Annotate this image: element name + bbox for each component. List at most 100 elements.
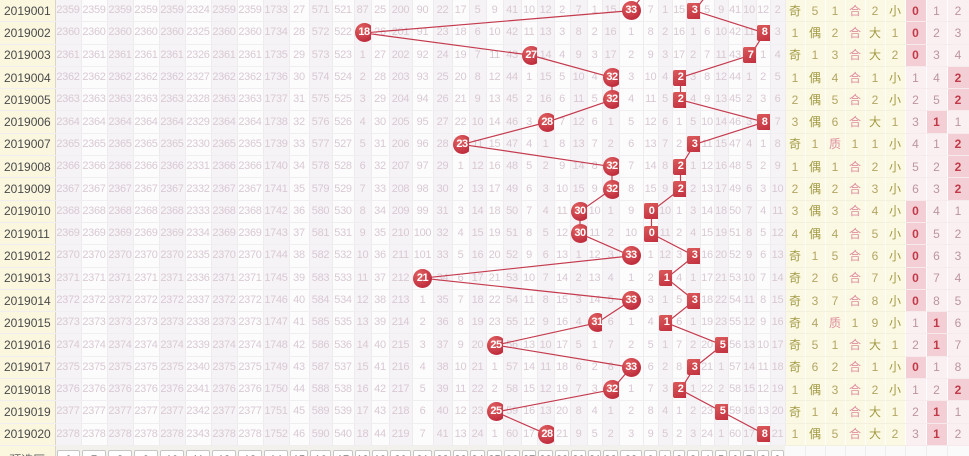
preselect-number[interactable]: 15 xyxy=(290,450,308,456)
miss-cell: 16 xyxy=(486,155,504,179)
preselect-number[interactable]: 12 xyxy=(212,450,236,456)
miss-cell: 15 xyxy=(521,378,538,402)
miss-cell: 13 xyxy=(486,88,504,112)
miss-cell: 54 xyxy=(728,289,743,313)
preselect-number[interactable]: 32 xyxy=(603,450,618,456)
preselect-number[interactable]: 16 xyxy=(310,450,331,456)
pattern-cell: 1 xyxy=(885,400,906,424)
miss-cell: 2359 xyxy=(133,0,160,23)
miss-cell: 2360 xyxy=(159,21,186,45)
preselect-number[interactable]: 26 xyxy=(504,450,520,456)
preselect-number[interactable]: 9 xyxy=(134,450,158,456)
miss-cell: 22 xyxy=(486,289,504,313)
pattern-cell: 合 xyxy=(845,200,866,223)
miss-cell: 2 xyxy=(742,88,757,112)
mod3-cell: 0 xyxy=(904,200,927,223)
miss-cell: 8 xyxy=(742,222,757,246)
preselect-number[interactable]: 25 xyxy=(487,450,502,456)
preselect-number[interactable]: 8 xyxy=(757,450,769,456)
miss-cell: 2361 xyxy=(237,44,264,67)
preselect-number[interactable]: 13 xyxy=(238,450,262,456)
miss-cell: 4 xyxy=(602,267,620,290)
miss-cell: 4 xyxy=(587,400,603,424)
preselect-number[interactable]: 7 xyxy=(743,450,755,456)
preselect-number[interactable]: 30 xyxy=(571,450,586,456)
preselect-number[interactable]: 2 xyxy=(673,450,685,456)
miss-cell: 2363 xyxy=(237,88,264,112)
preselect-number[interactable]: 24 xyxy=(470,450,485,456)
preselect-number[interactable]: 18 xyxy=(355,450,370,456)
pattern-cell: 2 xyxy=(865,88,886,112)
preselect-number[interactable]: 3 xyxy=(687,450,699,456)
preselect-number[interactable]: 33 xyxy=(620,450,642,456)
preselect-number[interactable]: 28 xyxy=(538,450,553,456)
preselect-number[interactable]: 4 xyxy=(701,450,713,456)
miss-cell: 2376 xyxy=(55,378,82,402)
preselect-number[interactable]: 27 xyxy=(522,450,536,456)
miss-cell: 14 xyxy=(486,110,504,134)
miss-cell: 12 xyxy=(469,155,487,179)
miss-cell: 2370 xyxy=(133,244,160,268)
preselect-number[interactable]: 20 xyxy=(390,450,411,456)
miss-cell: 23 xyxy=(469,400,487,424)
preselect-number[interactable]: 31 xyxy=(588,450,601,456)
miss-cell: 2367 xyxy=(159,177,186,201)
miss-cell: 10 xyxy=(521,267,538,290)
preselect-number[interactable]: 8 xyxy=(108,450,132,456)
miss-cell: 10 xyxy=(521,0,538,23)
pattern-value: 1 xyxy=(831,159,839,174)
miss-cell: 2361 xyxy=(81,44,108,67)
pattern-cell: 偶 xyxy=(805,88,826,112)
preselect-number[interactable]: 7 xyxy=(82,450,106,456)
miss-cell: 210 xyxy=(389,222,413,246)
zone1-ball: 32 xyxy=(602,157,618,177)
miss-cell: 6 xyxy=(570,356,588,380)
miss-cell: 3 xyxy=(642,289,659,313)
miss-cell: 4 xyxy=(452,222,470,246)
miss-cell: 2371 xyxy=(55,267,82,290)
chart-row: 2019008 2366 2366 2366 2366 2366 2331 2366 2366 1… xyxy=(0,155,969,179)
preselect-number[interactable]: 23 xyxy=(453,450,468,456)
preselect-number[interactable]: 29 xyxy=(555,450,569,456)
miss-cell: 2375 xyxy=(55,356,82,380)
preselect-number[interactable]: 9 xyxy=(771,450,784,456)
miss-cell: 26 xyxy=(433,88,453,112)
miss-cell: 2369 xyxy=(107,222,134,246)
miss-cell: 6 xyxy=(619,133,644,157)
preselect-cell: 8 xyxy=(107,444,133,456)
preselect-number[interactable]: 6 xyxy=(729,450,741,456)
preselect-number[interactable]: 21 xyxy=(413,450,432,456)
footer-empty-cell xyxy=(825,444,846,456)
chart-row: 2019003 2361 2361 2361 2361 2361 2326 2361 2361 1… xyxy=(0,44,969,67)
miss-cell: 2374 xyxy=(81,333,108,357)
miss-cell: 3 xyxy=(658,378,673,402)
preselect-number[interactable]: 19 xyxy=(372,450,388,456)
preselect-number[interactable]: 10 xyxy=(160,450,184,456)
pattern-cell: 2 xyxy=(825,177,846,201)
preselect-number[interactable]: 0 xyxy=(644,450,657,456)
pattern-value: 1 xyxy=(811,137,819,152)
zone2-ball: 2 xyxy=(672,91,685,108)
preselect-number[interactable]: 11 xyxy=(186,450,210,456)
pattern-cell: 1 xyxy=(784,423,806,446)
preselect-number[interactable]: 17 xyxy=(333,450,353,456)
preselect-number[interactable]: 1 xyxy=(659,450,671,456)
miss-cell: 2326 xyxy=(185,44,212,67)
mod3-cell: 2 xyxy=(926,21,948,45)
miss-cell: 3 xyxy=(412,333,434,357)
pattern-cell: 小 xyxy=(885,155,906,179)
preselect-number[interactable]: 14 xyxy=(264,450,288,456)
pattern-cell: 6 xyxy=(825,267,846,290)
miss-cell: 1733 xyxy=(263,0,290,23)
miss-cell: 14 xyxy=(570,155,588,179)
pattern-cell: 2 xyxy=(825,356,846,380)
period-cell: 2019018 xyxy=(0,378,56,402)
preselect-cell: 0 xyxy=(643,444,658,456)
preselect-number[interactable]: 5 xyxy=(715,450,727,456)
preselect-number[interactable]: 22 xyxy=(434,450,451,456)
miss-cell: 1 xyxy=(412,289,434,313)
pattern-value: 合 xyxy=(848,182,861,197)
miss-cell: 43 xyxy=(371,400,390,424)
preselect-number[interactable]: 6 xyxy=(56,450,80,456)
